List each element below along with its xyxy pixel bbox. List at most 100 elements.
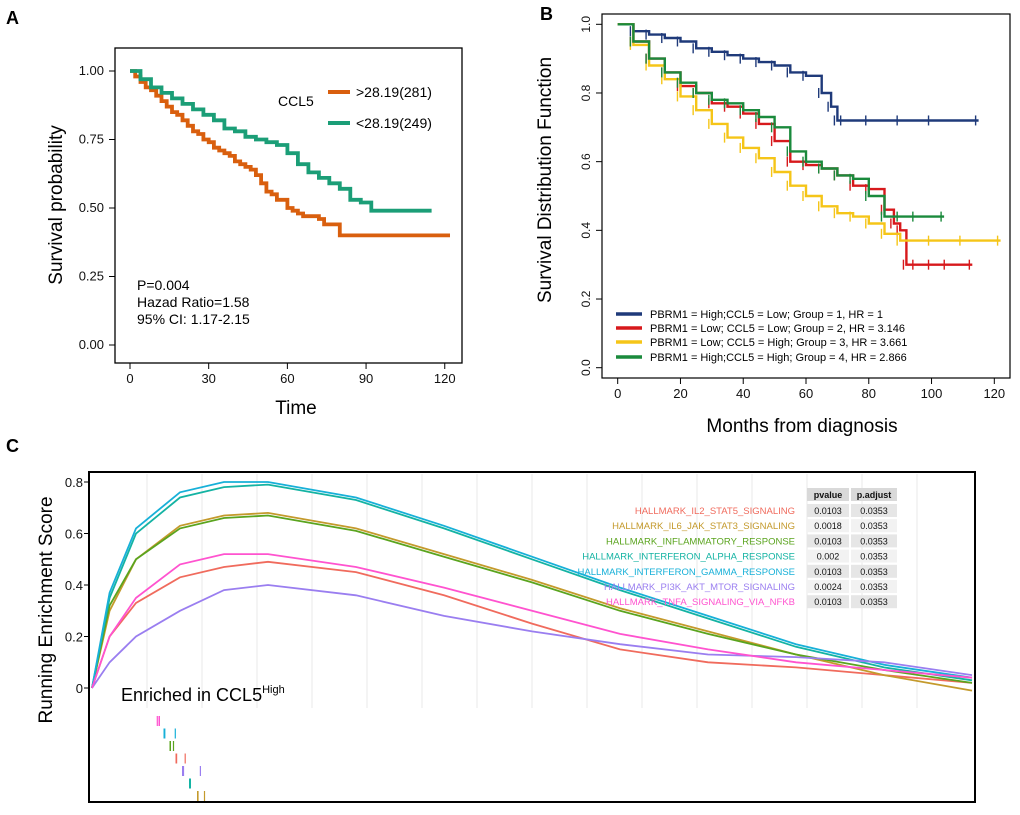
panel-b-xtick-label: 100 xyxy=(921,386,943,401)
panel-b-ytick-label: 1.0 xyxy=(579,16,593,33)
panel-c-ytick-label: 0.8 xyxy=(65,475,83,490)
panel-b-series-4 xyxy=(617,23,945,218)
panel-c-table-cell-bg xyxy=(807,504,849,517)
panel-c-table-geneset-name: HALLMARK_INTERFERON_GAMMA_RESPONSE xyxy=(578,567,796,578)
panel-label-a: A xyxy=(6,8,19,28)
panel-c-table-cell-bg xyxy=(807,564,849,578)
panel-c-table-geneset-name: HALLMARK_TNFA_SIGNALING_VIA_NFKB xyxy=(606,597,795,608)
panel-c-table-padjust: 0.0353 xyxy=(860,582,888,592)
panel-b-legend-4: PBRM1 = High;CCL5 = High; Group = 4, HR … xyxy=(650,352,907,364)
panel-a-ytick-label: 0.50 xyxy=(79,200,104,215)
panel-a-annotation-ci: 95% CI: 1.17-2.15 xyxy=(137,311,250,327)
panel-b-series-1 xyxy=(617,23,979,122)
panel-a-xtick-label: 0 xyxy=(126,371,133,386)
panel-c-table-cell-bg xyxy=(851,580,897,593)
panel-c-annotation-sup: High xyxy=(262,684,285,696)
panel-b-xtick-label: 60 xyxy=(799,386,813,401)
panel-c-table-cell-bg xyxy=(807,595,849,609)
panel-c-ytick-label: 0 xyxy=(76,681,83,696)
panel-b-xtick-label: 80 xyxy=(862,386,876,401)
panel-b-xtick-label: 0 xyxy=(614,386,621,401)
panel-c-table-pvalue: 0.002 xyxy=(817,552,840,562)
panel-b-xtick-label: 40 xyxy=(736,386,750,401)
panel-c-table: pvalue p.adjust 0.0103 0.0353 HALLMARK_IL2_S… xyxy=(578,488,897,609)
panel-c-table-padjust: 0.0353 xyxy=(860,597,888,607)
panel-a-xtick-label: 30 xyxy=(201,371,215,386)
panel-c-series-7 xyxy=(91,553,973,689)
panel-c-table-cell-bg xyxy=(851,519,897,533)
panel-label-c: C xyxy=(6,436,19,456)
panel-b-series-3 xyxy=(617,23,1001,242)
panel-a-ytick-label: 0.25 xyxy=(79,269,104,284)
panel-c-table-cell-bg xyxy=(851,504,897,517)
panel-c-table-cell-bg xyxy=(807,580,849,593)
panel-a-legend-low: <28.19(249) xyxy=(356,115,432,131)
panel-b-series-2 xyxy=(617,23,973,266)
panel-c-table-header-bg xyxy=(807,488,849,501)
panel-c-plot: 0 0.2 0.4 0.6 0.8 xyxy=(65,474,973,801)
panel-a-plot: 0 30 60 90 120 0.00 0.25 0.50 0.75 1.00 xyxy=(79,63,456,386)
panel-c-table-geneset-name: HALLMARK_IL2_STAT5_SIGNALING xyxy=(635,506,795,517)
panel-c-ytick-label: 0.4 xyxy=(65,578,83,593)
panel-b-ytick-label: 0.8 xyxy=(579,84,593,101)
panel-b-ylabel: Survival Distribution Function xyxy=(535,57,556,303)
panel-b-legend-3: PBRM1 = Low; CCL5 = High; Group = 3, HR … xyxy=(650,337,907,349)
panel-a-ytick-label: 0.75 xyxy=(79,132,104,147)
panel-label-b: B xyxy=(540,4,553,24)
panel-a-annotation-hr: Hazad Ratio=1.58 xyxy=(137,294,250,310)
panel-c-series-1 xyxy=(91,560,973,689)
panel-b-ytick-label: 0.2 xyxy=(579,290,593,307)
panel-c-table-padjust: 0.0353 xyxy=(860,567,888,577)
panel-b-xlabel: Months from diagnosis xyxy=(706,416,897,437)
panel-a-frame xyxy=(114,47,463,364)
panel-a-xlabel: Time xyxy=(275,398,317,419)
panel-a-legend-high: >28.19(281) xyxy=(356,84,432,100)
panel-c-table-geneset-name: HALLMARK_IL6_JAK_STAT3_SIGNALING xyxy=(612,521,795,532)
panel-a-xtick-label: 90 xyxy=(359,371,373,386)
panel-c-table-pvalue: 0.0103 xyxy=(814,506,842,516)
panel-a-xtick-label: 120 xyxy=(434,371,456,386)
panel-c-table-cell-bg xyxy=(807,534,849,548)
panel-c-table-cell-bg xyxy=(851,595,897,609)
panel-a-ytick-label: 0.00 xyxy=(79,337,104,352)
panel-c-table-geneset-name: HALLMARK_PI3K_AKT_MTOR_SIGNALING xyxy=(604,582,795,593)
panel-a-xtick-label: 60 xyxy=(280,371,294,386)
panel-b-legend-1: PBRM1 = High;CCL5 = Low; Group = 1, HR =… xyxy=(650,309,883,321)
panel-c-table-padjust: 0.0353 xyxy=(860,506,888,516)
panel-c-table-cell-bg xyxy=(807,519,849,533)
panel-c-table-padjust: 0.0353 xyxy=(860,552,888,562)
panel-a-series-low xyxy=(130,69,432,213)
panel-c-table-pvalue: 0.0103 xyxy=(814,536,842,546)
panel-c-ytick-label: 0.2 xyxy=(65,630,83,645)
panel-c-annotation-main: Enriched in CCL5 xyxy=(121,685,262,705)
panel-a-ylabel: Survival probability xyxy=(46,125,67,285)
panel-a-series-high xyxy=(130,69,450,238)
panel-c-table-cell-bg xyxy=(851,549,897,563)
panel-c-ytick-label: 0.6 xyxy=(65,527,83,542)
panel-c-table-cell-bg xyxy=(851,534,897,548)
panel-a-ytick-label: 1.00 xyxy=(79,63,104,78)
panel-c-table-pvalue: 0.0024 xyxy=(814,582,842,592)
panel-b-plot: 0 20 40 60 80 100 120 0.0 0.2 0.4 0.6 0.8 1.0 xyxy=(579,16,1005,401)
panel-c-table-pvalue: 0.0103 xyxy=(814,597,842,607)
panel-c-series-5 xyxy=(91,481,973,689)
panel-c-ylabel: Running Enrichment Score xyxy=(36,496,57,723)
panel-c-series-4 xyxy=(91,483,973,689)
panel-c-table-header-bg xyxy=(851,488,897,501)
panel-c-table-padjust: 0.0353 xyxy=(860,521,888,531)
panel-c-series-3 xyxy=(91,514,973,689)
panel-c-annotation: Enriched in CCL5High xyxy=(121,684,285,705)
panel-b-ytick-label: 0.0 xyxy=(579,359,593,376)
panel-c-table-pvalue: 0.0103 xyxy=(814,567,842,577)
panel-c-table-header-pvalue: pvalue xyxy=(814,490,843,500)
panel-c-table-pvalue: 0.0018 xyxy=(814,521,842,531)
panel-b-ytick-label: 0.6 xyxy=(579,153,593,170)
panel-b-xtick-label: 120 xyxy=(983,386,1005,401)
panel-c-table-cell-bg xyxy=(807,549,849,563)
panel-b-legend-2: PBRM1 = Low; CCL5 = Low; Group = 2, HR =… xyxy=(650,323,905,335)
panel-c-table-cell-bg xyxy=(851,564,897,578)
panel-a-annotation-p: P=0.004 xyxy=(137,277,190,293)
panel-c-table-geneset-name: HALLMARK_INTERFERON_ALPHA_RESPONSE xyxy=(582,552,795,563)
panel-c-table-padjust: 0.0353 xyxy=(860,536,888,546)
